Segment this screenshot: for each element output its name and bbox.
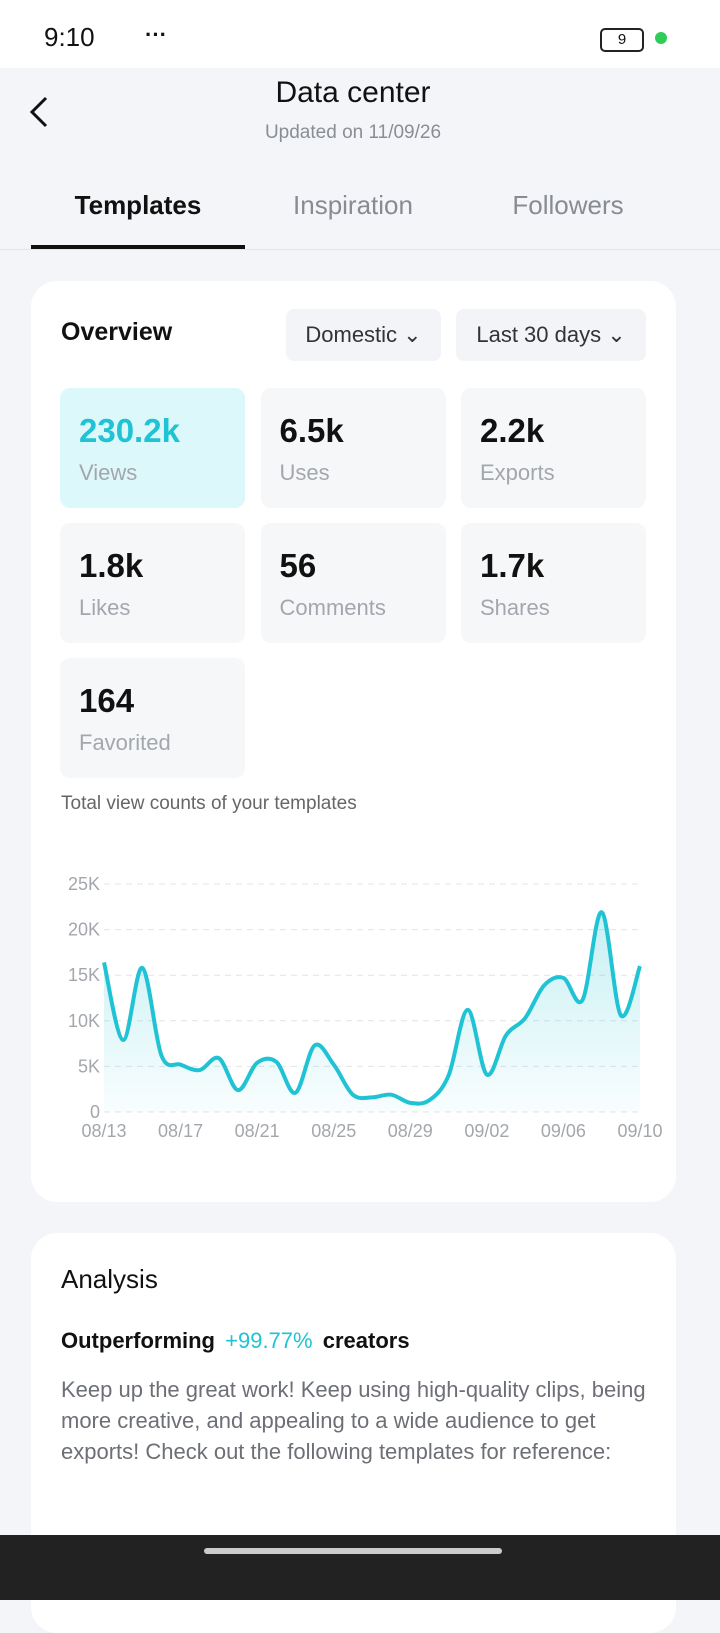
tab[interactable]: Followers bbox=[512, 190, 624, 220]
stat-label: Views bbox=[79, 460, 138, 485]
stat-card[interactable]: 230.2k Views bbox=[60, 388, 245, 508]
divider bbox=[0, 249, 720, 250]
stat-label: Shares bbox=[480, 595, 550, 620]
tab-indicator bbox=[31, 245, 245, 250]
home-indicator bbox=[204, 1548, 502, 1554]
stat-value: 2.2k bbox=[480, 412, 545, 449]
stat-card[interactable]: 6.5k Uses bbox=[260, 388, 446, 508]
tab[interactable]: Inspiration bbox=[293, 190, 413, 220]
filter-label: Last 30 days bbox=[476, 322, 602, 347]
stat-label: Likes bbox=[79, 595, 131, 620]
stat-label: Exports bbox=[480, 460, 555, 485]
stat-value: 56 bbox=[279, 547, 317, 584]
analysis-text: Keep up the great work! Keep using high-… bbox=[61, 1377, 646, 1464]
chart-title: Total view counts of your templates bbox=[61, 793, 357, 814]
nav-bar bbox=[0, 1535, 720, 1600]
headline-text: creators bbox=[322, 1328, 410, 1353]
dots: ··· bbox=[145, 22, 167, 47]
stat-card[interactable]: 56 Comments bbox=[260, 523, 446, 643]
stat-value: 1.8k bbox=[79, 547, 144, 584]
stat-label: Favorited bbox=[79, 730, 171, 755]
back-button[interactable] bbox=[20, 92, 60, 132]
stat-card[interactable]: 1.8k Likes bbox=[60, 523, 245, 643]
title: Data center bbox=[275, 76, 431, 109]
stat-card[interactable]: 2.2k Exports bbox=[461, 388, 646, 508]
headline-text: Outperforming bbox=[61, 1328, 215, 1353]
battery: 9 bbox=[600, 28, 644, 52]
stat-card[interactable]: 1.7k Shares bbox=[461, 523, 646, 643]
stat-value: 1.7k bbox=[480, 547, 545, 584]
dot bbox=[655, 32, 667, 44]
filter-label: Domestic bbox=[305, 322, 398, 347]
filter[interactable]: Domestic ⌄ bbox=[286, 309, 441, 361]
analysis-title: Analysis bbox=[61, 1264, 158, 1294]
stat-value: 164 bbox=[79, 682, 135, 719]
time: 9:10 bbox=[44, 22, 95, 52]
status-bar: 9:10 ··· 9 bbox=[0, 0, 720, 68]
stat-card[interactable]: 164 Favorited bbox=[60, 658, 245, 778]
stat-value: 230.2k bbox=[79, 412, 180, 449]
headline: Outperforming +99.77% creators bbox=[61, 1328, 410, 1354]
filter[interactable]: Last 30 days ⌄ bbox=[456, 309, 646, 361]
stat-label: Uses bbox=[279, 460, 330, 485]
overview-title: Overview bbox=[61, 318, 173, 346]
stat-label: Comments bbox=[279, 595, 386, 620]
headline-value: +99.77% bbox=[225, 1328, 313, 1353]
tab[interactable]: Templates bbox=[74, 190, 202, 220]
subtitle: Updated on 11/09/26 bbox=[264, 122, 442, 143]
stat-value: 6.5k bbox=[279, 412, 344, 449]
